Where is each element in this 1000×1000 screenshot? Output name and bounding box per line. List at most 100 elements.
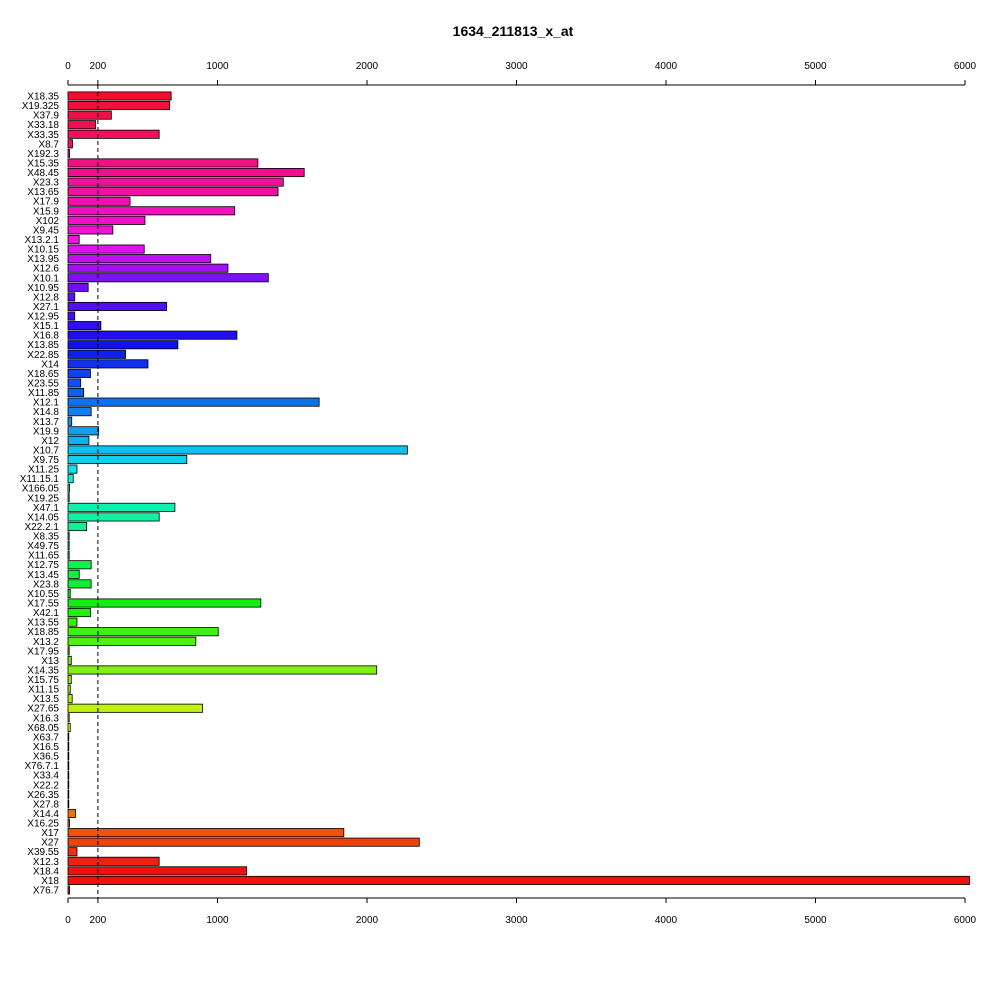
- bar-X13.55: [68, 618, 77, 626]
- chart-title: 1634_211813_x_at: [453, 23, 574, 39]
- bar-X10.55: [68, 589, 70, 597]
- bar-X23.3: [68, 178, 283, 186]
- bar-X22.85: [68, 350, 126, 358]
- x-axis-top-tick-label: 6000: [954, 61, 977, 72]
- bar-X13.45: [68, 570, 79, 578]
- bar-X22.2.1: [68, 522, 87, 530]
- bar-X19.325: [68, 101, 170, 109]
- bar-X39.55: [68, 848, 77, 856]
- bar-X13.2.1: [68, 235, 79, 243]
- bar-X15.1: [68, 321, 101, 329]
- bar-X11.85: [68, 388, 84, 396]
- bar-X18: [68, 876, 969, 884]
- bar-X15.75: [68, 675, 71, 683]
- x-axis-bottom: 0 200 1000 2000 3000 4000 5000 6000: [65, 898, 976, 926]
- bar-X48.45: [68, 168, 304, 176]
- x-axis-top-tick-label: 1000: [206, 61, 229, 72]
- bar-X166.05: [68, 484, 69, 492]
- bar-X12.95: [68, 312, 75, 320]
- bar-X11.25: [68, 465, 77, 473]
- bar-X12.6: [68, 264, 228, 272]
- bar-X16.5: [68, 742, 69, 750]
- bar-X68.05: [68, 723, 70, 731]
- bar-X18.4: [68, 867, 247, 875]
- x-axis-top-tick-label: 3000: [505, 61, 528, 72]
- bar-X8.35: [68, 532, 69, 540]
- bar-X14.05: [68, 513, 159, 521]
- bar-X23.55: [68, 379, 81, 387]
- bar-X14: [68, 360, 148, 368]
- bar-X63.7: [68, 733, 69, 741]
- bar-X14.35: [68, 666, 377, 674]
- x-axis-bottom-tick-label: 1000: [206, 915, 229, 926]
- x-axis-top: 0 200 1000 2000 3000 4000 5000 6000: [65, 61, 976, 85]
- bar-X22.2: [68, 781, 69, 789]
- bar-X16.3: [68, 714, 69, 722]
- bar-X13.7: [68, 417, 72, 425]
- bar-X14.8: [68, 408, 91, 416]
- bar-X192.3: [68, 149, 69, 157]
- bar-X37.9: [68, 111, 111, 119]
- bar-X8.7: [68, 140, 72, 148]
- x-axis-bottom-tick-label: 2000: [356, 915, 379, 926]
- bar-X18.35: [68, 92, 171, 100]
- bar-X33.18: [68, 121, 96, 129]
- bar-X36.5: [68, 752, 69, 760]
- bar-X15.35: [68, 159, 258, 167]
- bar-X27.65: [68, 704, 203, 712]
- x-axis-bottom-tick-label: 4000: [655, 915, 678, 926]
- x-axis-bottom-tick-label: 5000: [804, 915, 827, 926]
- bar-X18.85: [68, 628, 218, 636]
- bar-X47.1: [68, 503, 175, 511]
- bar-X13.95: [68, 255, 211, 263]
- bar-X10.7: [68, 446, 407, 454]
- bar-X76.7.1: [68, 762, 69, 770]
- category-labels: X18.35X19.325X37.9X33.18X33.35X8.7X192.3…: [20, 92, 60, 897]
- bar-X16.8: [68, 331, 237, 339]
- bar-X13.65: [68, 188, 278, 196]
- bar-X26.35: [68, 790, 69, 798]
- bar-X12.1: [68, 398, 319, 406]
- x-axis-bottom-tick-label: 3000: [505, 915, 528, 926]
- bar-X11.15.1: [68, 475, 73, 483]
- x-axis-top-tick-label: 200: [90, 61, 107, 72]
- bar-X33.35: [68, 130, 159, 138]
- x-axis-top-tick-label: 0: [65, 61, 71, 72]
- bar-X17.9: [68, 197, 130, 205]
- bar-X17.55: [68, 599, 261, 607]
- bar-X49.75: [68, 542, 69, 550]
- x-axis-top-tick-label: 4000: [655, 61, 678, 72]
- bar-X17.95: [68, 647, 69, 655]
- x-axis-top-tick-label: 2000: [356, 61, 379, 72]
- bar-X27.8: [68, 800, 69, 808]
- x-axis-bottom-tick-label: 200: [90, 915, 107, 926]
- x-axis-bottom-tick-label: 0: [65, 915, 71, 926]
- category-label: X76.7: [33, 886, 60, 897]
- bar-X102: [68, 216, 145, 224]
- bar-X11.65: [68, 551, 69, 559]
- bar-X15.9: [68, 207, 235, 215]
- bar-X27: [68, 838, 419, 846]
- bar-X11.15: [68, 685, 70, 693]
- bar-X27.1: [68, 302, 167, 310]
- bar-X23.8: [68, 580, 91, 588]
- bar-X19.25: [68, 494, 69, 502]
- bar-X10.95: [68, 283, 88, 291]
- bars: [68, 92, 969, 894]
- bar-X9.45: [68, 226, 113, 234]
- bar-X12.75: [68, 561, 91, 569]
- bar-X10.15: [68, 245, 144, 253]
- bar-X17: [68, 828, 344, 836]
- bar-X76.7: [68, 886, 69, 894]
- bar-X12.8: [68, 293, 75, 301]
- bar-X12: [68, 436, 89, 444]
- bar-X13.2: [68, 637, 196, 645]
- bar-X13.85: [68, 341, 178, 349]
- x-axis-bottom-tick-label: 6000: [954, 915, 977, 926]
- bar-X12.3: [68, 857, 159, 865]
- bar-X13.5: [68, 695, 72, 703]
- bar-X16.25: [68, 819, 69, 827]
- bar-X19.9: [68, 427, 99, 435]
- bar-X13: [68, 656, 71, 664]
